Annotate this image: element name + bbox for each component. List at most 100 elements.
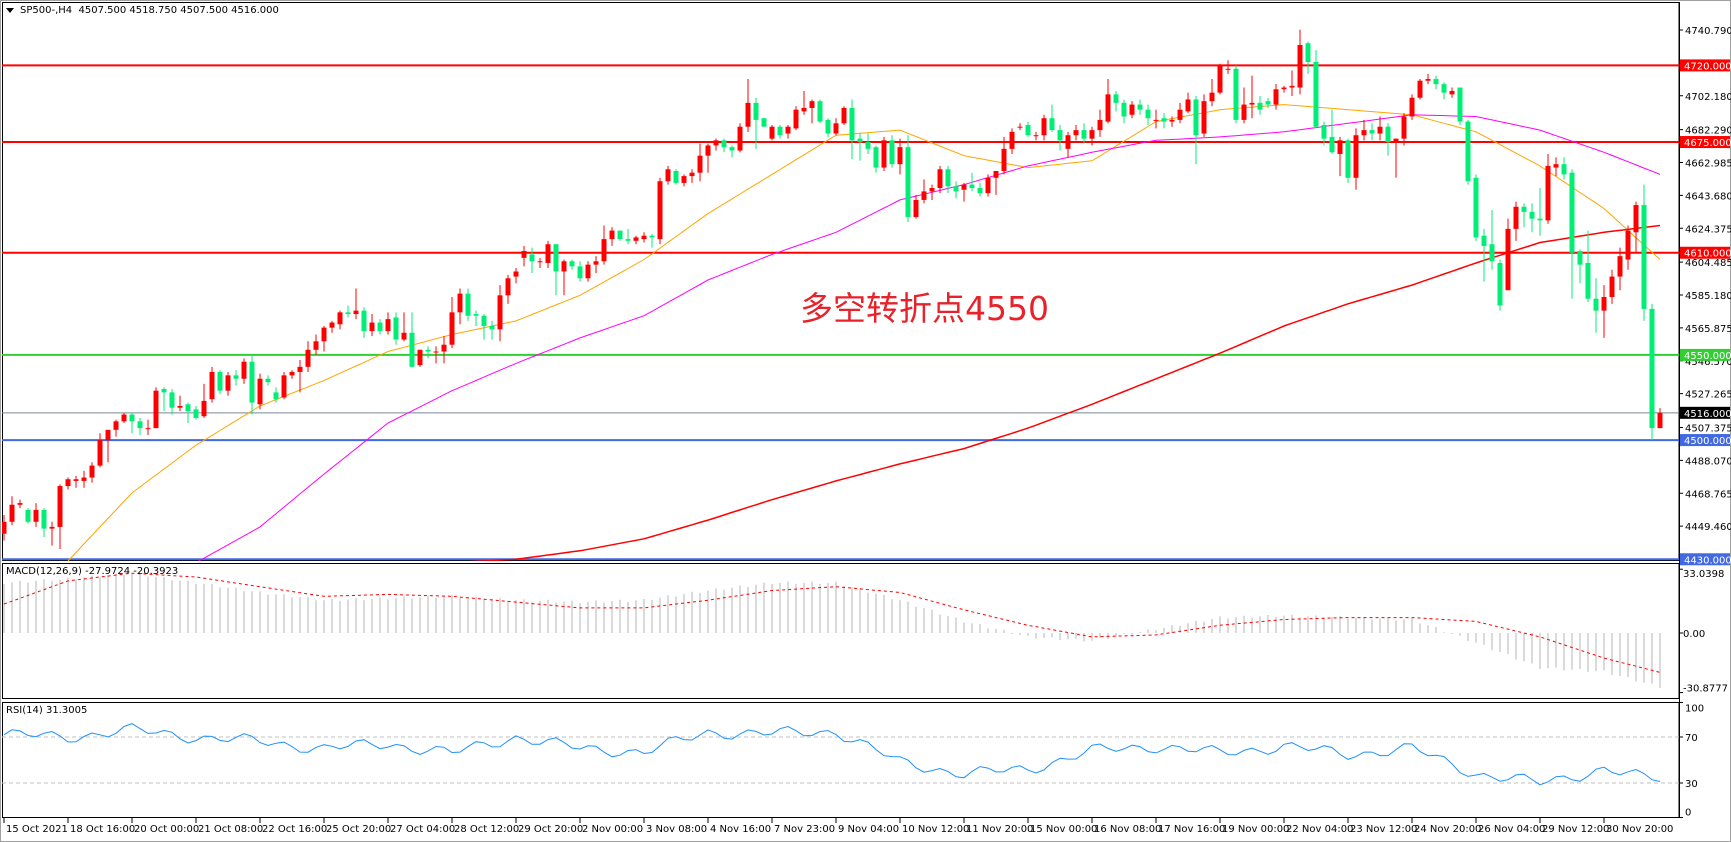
candle[interactable] bbox=[105, 429, 111, 463]
candle[interactable] bbox=[1385, 123, 1391, 156]
candle[interactable] bbox=[681, 174, 687, 187]
candle[interactable] bbox=[89, 462, 95, 483]
candle[interactable] bbox=[833, 118, 839, 136]
candle[interactable] bbox=[201, 383, 207, 418]
candle[interactable] bbox=[1257, 96, 1263, 115]
candle[interactable] bbox=[249, 354, 255, 415]
candle[interactable] bbox=[65, 477, 71, 490]
candle[interactable] bbox=[969, 172, 975, 192]
candle[interactable] bbox=[1633, 201, 1639, 253]
candle[interactable] bbox=[1537, 188, 1543, 236]
candle[interactable] bbox=[1201, 94, 1207, 137]
candle[interactable] bbox=[705, 143, 711, 173]
candle[interactable] bbox=[769, 125, 775, 141]
candle[interactable] bbox=[897, 138, 903, 175]
candle[interactable] bbox=[777, 125, 783, 139]
candle[interactable] bbox=[81, 470, 87, 488]
candle[interactable] bbox=[953, 181, 959, 199]
candle[interactable] bbox=[473, 310, 479, 326]
candle[interactable] bbox=[825, 118, 831, 137]
candle[interactable] bbox=[865, 133, 871, 154]
candle[interactable] bbox=[1657, 408, 1663, 429]
candle[interactable] bbox=[593, 256, 599, 274]
candle[interactable] bbox=[1489, 210, 1495, 270]
candle[interactable] bbox=[1233, 65, 1239, 124]
candle[interactable] bbox=[17, 499, 23, 509]
candle[interactable] bbox=[737, 123, 743, 153]
candle[interactable] bbox=[313, 334, 319, 355]
candle[interactable] bbox=[273, 387, 279, 403]
candle[interactable] bbox=[1577, 249, 1583, 284]
candle[interactable] bbox=[121, 412, 127, 424]
candle[interactable] bbox=[393, 312, 399, 345]
candle[interactable] bbox=[1345, 138, 1351, 183]
candle[interactable] bbox=[161, 387, 167, 412]
candle[interactable] bbox=[569, 259, 575, 270]
candle[interactable] bbox=[265, 375, 271, 386]
candle[interactable] bbox=[553, 244, 559, 296]
candle[interactable] bbox=[1081, 123, 1087, 144]
candle[interactable] bbox=[721, 138, 727, 153]
candle[interactable] bbox=[961, 182, 967, 202]
candle[interactable] bbox=[257, 373, 263, 410]
candle[interactable] bbox=[449, 297, 455, 349]
candle[interactable] bbox=[905, 135, 911, 223]
candle[interactable] bbox=[409, 312, 415, 367]
candle[interactable] bbox=[1249, 75, 1255, 119]
candle[interactable] bbox=[481, 314, 487, 340]
candle[interactable] bbox=[1353, 128, 1359, 190]
candle[interactable] bbox=[921, 179, 927, 204]
candle[interactable] bbox=[801, 90, 807, 115]
candle[interactable] bbox=[1121, 99, 1127, 124]
candle[interactable] bbox=[945, 165, 951, 194]
candle[interactable] bbox=[217, 370, 223, 395]
candle[interactable] bbox=[401, 312, 407, 342]
candle[interactable] bbox=[1361, 119, 1367, 141]
candle[interactable] bbox=[609, 227, 615, 246]
candle[interactable] bbox=[1593, 278, 1599, 333]
candle[interactable] bbox=[1329, 109, 1335, 154]
candle[interactable] bbox=[1377, 116, 1383, 141]
candle[interactable] bbox=[745, 79, 751, 132]
candle[interactable] bbox=[1009, 128, 1015, 154]
candle[interactable] bbox=[1481, 228, 1487, 282]
candle[interactable] bbox=[1313, 50, 1319, 129]
candle[interactable] bbox=[1161, 113, 1167, 129]
candle[interactable] bbox=[433, 346, 439, 364]
candle[interactable] bbox=[1097, 109, 1103, 137]
candle[interactable] bbox=[2, 514, 7, 541]
candle[interactable] bbox=[785, 125, 791, 139]
candle[interactable] bbox=[753, 97, 759, 149]
candle[interactable] bbox=[1401, 113, 1407, 146]
candle[interactable] bbox=[1409, 94, 1415, 120]
candle[interactable] bbox=[1089, 126, 1095, 146]
candle[interactable] bbox=[1265, 97, 1271, 108]
candle[interactable] bbox=[1569, 169, 1575, 299]
candle[interactable] bbox=[1601, 285, 1607, 338]
candle[interactable] bbox=[33, 503, 39, 527]
candle[interactable] bbox=[297, 360, 303, 393]
candle[interactable] bbox=[1145, 104, 1151, 126]
candle[interactable] bbox=[1441, 82, 1447, 100]
candle[interactable] bbox=[1153, 109, 1159, 129]
candle[interactable] bbox=[73, 475, 79, 488]
candle[interactable] bbox=[1369, 123, 1375, 141]
candle[interactable] bbox=[1113, 90, 1119, 112]
candle[interactable] bbox=[505, 274, 511, 304]
candle[interactable] bbox=[241, 358, 247, 384]
candle[interactable] bbox=[1585, 230, 1591, 303]
candle[interactable] bbox=[1041, 114, 1047, 141]
candle[interactable] bbox=[49, 521, 55, 546]
candle[interactable] bbox=[1617, 247, 1623, 291]
candle[interactable] bbox=[321, 325, 327, 352]
candle[interactable] bbox=[985, 174, 991, 197]
candle[interactable] bbox=[1473, 174, 1479, 241]
candle[interactable] bbox=[537, 257, 543, 269]
candle[interactable] bbox=[793, 106, 799, 131]
candle[interactable] bbox=[625, 228, 631, 245]
candle[interactable] bbox=[137, 417, 143, 435]
candle[interactable] bbox=[1561, 157, 1567, 180]
candle[interactable] bbox=[577, 261, 583, 282]
candle[interactable] bbox=[1625, 225, 1631, 270]
